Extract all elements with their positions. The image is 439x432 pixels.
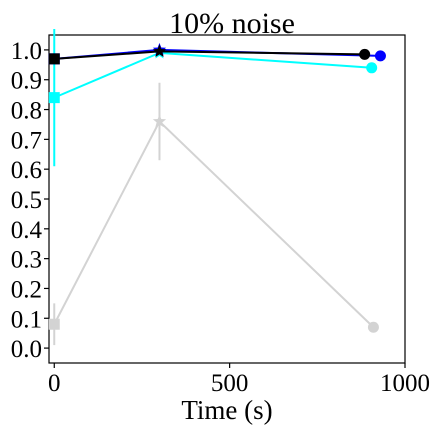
x-tick-label: 500 <box>211 370 249 397</box>
circle-marker <box>359 48 371 60</box>
y-tick-label: 0.0 <box>11 336 42 363</box>
series <box>48 82 379 346</box>
y-tick-label: 0.1 <box>11 306 42 333</box>
y-tick-label: 0.7 <box>11 127 42 154</box>
square-marker <box>48 318 60 330</box>
y-tick-label: 1.0 <box>11 38 42 65</box>
series-layer <box>48 29 386 346</box>
series-line <box>53 119 375 328</box>
circle-marker <box>374 50 386 62</box>
y-axis: 0.0 0.1 0.20.3 0.4 0.5 0.6 0.70.8 0.9 1.0 <box>11 38 49 363</box>
x-axis: 0 500 1000 <box>48 363 430 397</box>
series <box>48 29 378 167</box>
x-tick-label: 1000 <box>380 370 430 397</box>
series <box>48 44 371 65</box>
series-line <box>53 51 372 99</box>
y-tick-label: 0.2 <box>11 276 42 303</box>
x-axis-label: Time (s) <box>181 395 272 425</box>
y-tick-label: 0.3 <box>11 247 42 274</box>
y-tick-label: 0.9 <box>11 68 42 95</box>
star-marker <box>152 44 167 58</box>
star-marker <box>152 114 167 128</box>
y-tick-label: 0.4 <box>11 217 43 244</box>
x-tick-label: 0 <box>48 370 61 397</box>
square-marker <box>48 92 60 104</box>
y-tick-label: 0.5 <box>11 187 42 214</box>
square-marker <box>48 53 60 65</box>
plot-area-frame <box>48 34 406 364</box>
y-tick-label: 0.8 <box>11 98 42 125</box>
circle-marker <box>367 321 379 333</box>
y-tick-label: 0.6 <box>11 157 42 184</box>
circle-marker <box>366 62 378 74</box>
